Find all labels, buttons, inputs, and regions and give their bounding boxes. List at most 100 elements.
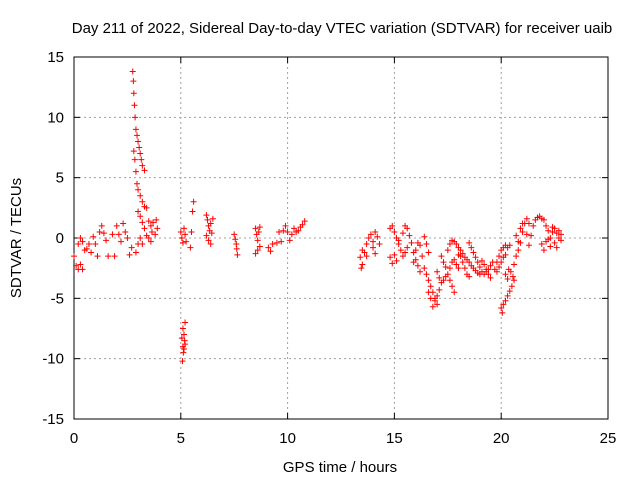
data-point [540, 247, 547, 254]
data-point [372, 228, 379, 235]
data-point [130, 148, 137, 155]
data-point [135, 241, 142, 248]
data-point [137, 235, 144, 241]
data-point [254, 247, 261, 254]
data-point [387, 254, 394, 261]
data-point [502, 297, 509, 304]
chart-title: Day 211 of 2022, Sidereal Day-to-day VTE… [72, 20, 613, 37]
data-point [124, 235, 131, 241]
data-point [139, 162, 146, 169]
data-point [138, 156, 145, 163]
data-point [113, 222, 120, 229]
data-point [423, 271, 430, 278]
data-point [126, 251, 133, 258]
data-point [444, 247, 451, 254]
data-point [255, 228, 262, 235]
data-point [267, 248, 274, 255]
data-point [506, 242, 513, 249]
data-point [453, 261, 460, 268]
data-point [504, 276, 511, 283]
data-point [179, 239, 186, 246]
data-point [103, 237, 110, 244]
data-point [508, 283, 515, 290]
data-point [434, 301, 441, 308]
data-point [406, 232, 413, 239]
data-point [509, 273, 516, 280]
data-point [558, 231, 565, 238]
data-point [209, 215, 216, 222]
data-point [511, 277, 518, 284]
x-tick-label: 25 [600, 430, 617, 447]
y-tick-label: 10 [47, 109, 64, 126]
data-point [451, 256, 458, 263]
data-point [451, 289, 458, 296]
data-point [538, 241, 545, 248]
data-point [453, 241, 460, 248]
data-point [153, 216, 160, 223]
data-point [187, 244, 194, 251]
data-point [203, 212, 210, 219]
data-point [178, 235, 185, 241]
data-point [370, 244, 377, 251]
data-point [504, 292, 511, 299]
data-point [440, 259, 447, 266]
data-point [389, 260, 396, 267]
data-point [515, 247, 522, 254]
data-point [130, 78, 137, 85]
data-point [75, 241, 82, 248]
data-point [414, 262, 421, 269]
data-point [278, 238, 285, 245]
data-point [79, 266, 86, 273]
data-point [446, 241, 453, 248]
data-point [540, 216, 547, 223]
data-point [427, 295, 434, 302]
data-point [547, 243, 554, 250]
data-point [182, 319, 189, 326]
x-tick-label: 20 [493, 430, 510, 447]
data-point [111, 253, 118, 260]
data-point [120, 220, 127, 227]
data-point [397, 247, 404, 254]
data-point [189, 208, 196, 215]
data-point [85, 241, 92, 248]
data-point [558, 237, 565, 244]
data-point [181, 225, 188, 232]
data-point [183, 238, 190, 245]
data-point [205, 237, 212, 244]
data-point [478, 257, 485, 264]
data-point [429, 303, 436, 310]
y-tick-label: 0 [56, 230, 64, 247]
data-point [154, 225, 161, 232]
data-point [408, 239, 415, 246]
data-point [551, 239, 558, 246]
data-point [436, 286, 443, 293]
data-point [468, 244, 475, 251]
grid-lines [74, 57, 608, 419]
data-point [131, 102, 138, 109]
data-point [376, 241, 383, 248]
data-point [472, 254, 479, 261]
data-point [136, 144, 143, 151]
data-point [502, 251, 509, 258]
data-point [481, 261, 488, 268]
data-point [83, 245, 90, 252]
data-point [421, 265, 428, 272]
data-point [421, 233, 428, 240]
data-point [417, 242, 424, 249]
data-point [365, 235, 372, 241]
data-point [265, 244, 272, 251]
data-point [363, 241, 370, 248]
data-point [128, 244, 135, 251]
data-point [513, 232, 520, 239]
data-point [367, 231, 374, 238]
data-point [180, 349, 187, 356]
data-point [517, 225, 524, 232]
data-point [77, 261, 84, 268]
data-point [177, 228, 184, 235]
data-point [523, 231, 530, 238]
data-point [207, 241, 214, 248]
y-tick-label: 15 [47, 49, 64, 66]
data-point [134, 180, 141, 187]
data-point [555, 227, 562, 234]
data-points [71, 68, 565, 365]
